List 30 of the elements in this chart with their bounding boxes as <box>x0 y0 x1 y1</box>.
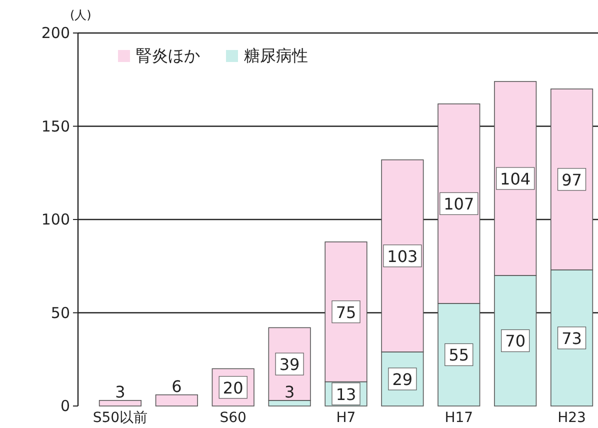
legend-label: 腎炎ほか <box>136 46 200 65</box>
x-tick-label: H23 <box>558 410 586 426</box>
data-label: 55 <box>448 346 470 365</box>
y-tick-label: 0 <box>60 397 70 415</box>
data-label: 70 <box>505 332 526 351</box>
x-tick-label: H17 <box>444 410 474 426</box>
data-label: 104 <box>500 169 531 188</box>
data-label: 13 <box>336 384 356 404</box>
data-label: 39 <box>279 355 300 374</box>
data-label: 75 <box>336 302 356 322</box>
data-label: 107 <box>444 194 474 214</box>
x-tick-label: S50以前 <box>92 410 148 426</box>
data-label: 97 <box>562 170 582 190</box>
y-tick-label: 50 <box>50 304 70 322</box>
x-tick-label: H7 <box>336 410 356 426</box>
legend-label: 糖尿病性 <box>244 46 308 65</box>
data-label: 20 <box>222 378 244 398</box>
data-label: 103 <box>387 246 418 266</box>
y-tick-label: 150 <box>41 117 70 136</box>
bar <box>98 400 142 406</box>
data-label: 73 <box>562 328 582 348</box>
data-label: 29 <box>392 370 413 389</box>
data-label: 3 <box>115 382 126 402</box>
y-tick-label: 100 <box>41 210 70 228</box>
data-label: 6 <box>172 376 182 396</box>
y-tick-label: 200 <box>41 24 70 42</box>
x-tick-label: S60 <box>220 410 246 426</box>
bar <box>155 394 198 406</box>
data-label: 3 <box>284 382 295 402</box>
y-axis-title: (人) <box>70 8 92 22</box>
